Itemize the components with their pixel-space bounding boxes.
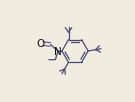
Text: O: O: [36, 39, 44, 49]
Text: N: N: [54, 47, 62, 57]
